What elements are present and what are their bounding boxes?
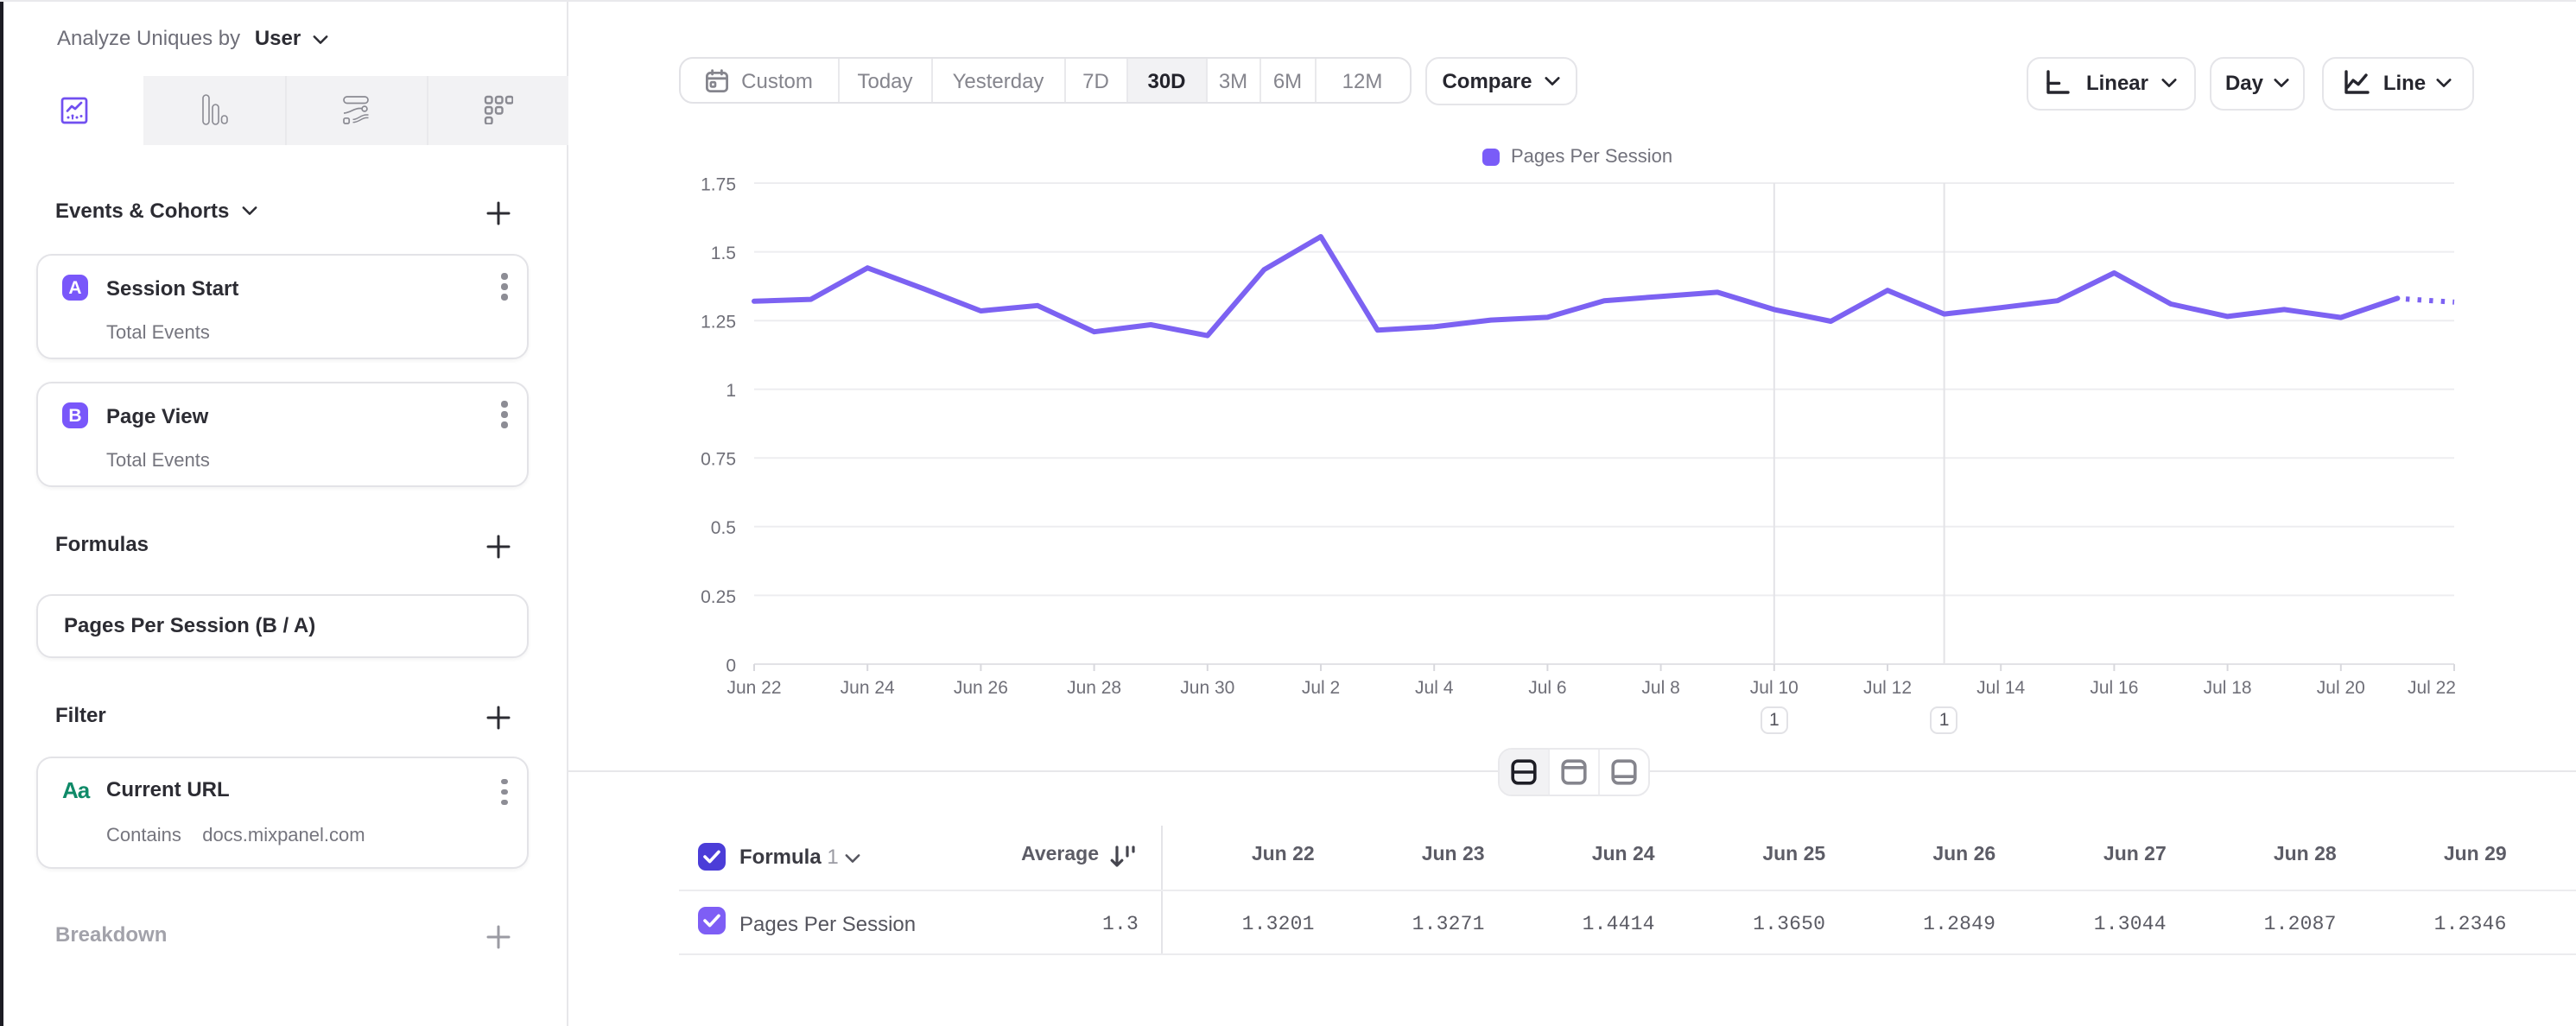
svg-text:0.5: 0.5 (711, 518, 736, 538)
svg-text:Jul 16: Jul 16 (2090, 678, 2138, 698)
svg-text:Jul 6: Jul 6 (1528, 678, 1566, 698)
svg-text:1: 1 (726, 381, 736, 401)
svg-text:Jul 18: Jul 18 (2204, 678, 2252, 698)
svg-text:Jun 26: Jun 26 (954, 678, 1008, 698)
svg-text:Jul 10: Jul 10 (1750, 678, 1799, 698)
svg-text:Jun 22: Jun 22 (726, 678, 781, 698)
svg-text:Jul 2: Jul 2 (1302, 678, 1340, 698)
svg-text:Jul 20: Jul 20 (2317, 678, 2365, 698)
svg-text:0.25: 0.25 (701, 587, 736, 607)
svg-text:Jul 4: Jul 4 (1415, 678, 1454, 698)
svg-text:Jul 22: Jul 22 (2408, 678, 2456, 698)
svg-text:Jul 8: Jul 8 (1641, 678, 1679, 698)
svg-text:Jun 30: Jun 30 (1180, 678, 1234, 698)
svg-text:1.75: 1.75 (701, 174, 736, 194)
svg-text:0: 0 (726, 656, 736, 675)
svg-text:1.5: 1.5 (711, 244, 736, 263)
svg-text:Jul 12: Jul 12 (1863, 678, 1912, 698)
svg-text:Jun 28: Jun 28 (1067, 678, 1121, 698)
svg-text:Jun 24: Jun 24 (841, 678, 895, 698)
svg-text:Jul 14: Jul 14 (1976, 678, 2025, 698)
svg-text:1.25: 1.25 (701, 313, 736, 332)
svg-text:0.75: 0.75 (701, 450, 736, 470)
